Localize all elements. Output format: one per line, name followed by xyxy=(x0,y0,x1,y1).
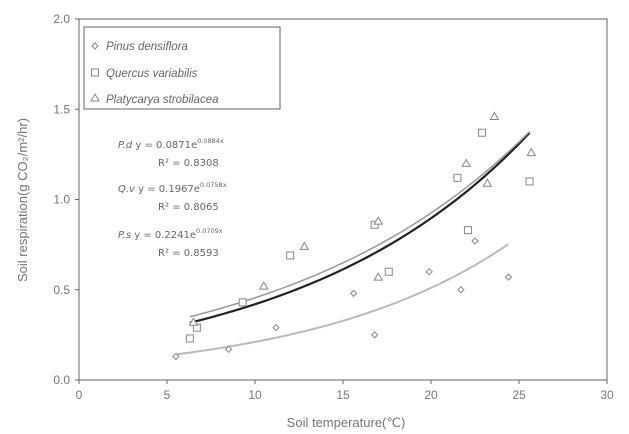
point-platycarya xyxy=(489,111,500,120)
equation-ps: P.s y = 0.2241e0.0709x xyxy=(118,227,223,241)
point-quercus xyxy=(463,226,472,235)
fit-curve-quercus xyxy=(189,132,531,324)
regression-annotations: P.d y = 0.0871e0.0884x R² = 0.8308 Q.v y… xyxy=(118,137,227,259)
equation-qv: Q.v y = 0.1967e0.0758x xyxy=(118,181,227,195)
fit-curve-pinus xyxy=(175,243,509,356)
point-platycarya xyxy=(299,241,310,250)
x-tick-label: 15 xyxy=(336,388,350,402)
point-platycarya xyxy=(482,178,493,187)
point-quercus xyxy=(478,128,487,137)
y-tick-label: 0.0 xyxy=(53,373,70,387)
legend: Pinus densiflora Quercus variabilis Plat… xyxy=(83,26,281,110)
point-pinus xyxy=(272,323,280,332)
point-platycarya xyxy=(258,281,269,290)
point-pinus xyxy=(224,345,233,354)
x-tick-label: 30 xyxy=(600,388,614,402)
x-tick-label: 20 xyxy=(424,388,438,402)
point-pinus xyxy=(504,273,513,281)
y-tick-label: 1.5 xyxy=(53,102,70,116)
point-platycarya xyxy=(373,216,384,225)
point-platycarya xyxy=(526,147,537,157)
x-tick-label: 0 xyxy=(76,388,83,402)
point-quercus xyxy=(286,251,295,260)
x-tick-label: 10 xyxy=(248,388,262,402)
point-pinus xyxy=(349,289,358,298)
r2-qv: R² = 0.8065 xyxy=(158,202,219,213)
y-tick-label: 0.5 xyxy=(53,283,70,297)
legend-entry-platycarya: Platycarya strobilacea xyxy=(90,92,219,106)
legend-label-pinus: Pinus densiflora xyxy=(106,41,188,53)
legend-label-quercus: Quercus variabilis xyxy=(106,68,198,80)
point-pinus xyxy=(425,267,433,276)
point-quercus xyxy=(384,267,393,276)
point-pinus xyxy=(172,352,180,361)
x-axis-title: Soil temperature(℃) xyxy=(287,415,406,430)
point-platycarya xyxy=(373,272,384,281)
equation-pd: P.d y = 0.0871e0.0884x xyxy=(118,137,224,151)
point-quercus xyxy=(525,177,534,186)
data-points xyxy=(172,111,537,361)
point-pinus xyxy=(457,286,465,294)
point-quercus xyxy=(185,334,194,343)
point-quercus xyxy=(238,298,247,307)
legend-square-marker xyxy=(91,68,99,77)
y-axis-ticks: 0.0 0.5 1.0 1.5 2.0 xyxy=(53,12,79,387)
legend-box xyxy=(83,26,281,110)
x-tick-label: 25 xyxy=(512,388,526,402)
r2-ps: R² = 0.8593 xyxy=(158,248,219,259)
point-quercus xyxy=(453,173,462,182)
point-pinus xyxy=(471,237,479,245)
r2-pd: R² = 0.8308 xyxy=(158,158,219,169)
point-platycarya xyxy=(461,158,472,167)
y-axis-title: Soil respiration(g CO₂/m²/hr) xyxy=(15,118,30,282)
y-tick-label: 2.0 xyxy=(53,12,70,26)
point-platycarya xyxy=(188,317,199,326)
y-tick-label: 1.0 xyxy=(53,193,70,207)
point-quercus xyxy=(370,220,379,229)
legend-entry-quercus: Quercus variabilis xyxy=(91,68,198,80)
x-axis-ticks: 0 5 10 15 20 25 30 xyxy=(76,380,614,402)
legend-entry-pinus: Pinus densiflora xyxy=(91,41,188,53)
legend-label-platycarya: Platycarya strobilacea xyxy=(106,94,219,106)
point-pinus xyxy=(370,331,379,339)
legend-diamond-marker xyxy=(91,42,99,50)
legend-triangle-marker xyxy=(90,92,100,102)
x-tick-label: 5 xyxy=(164,388,171,402)
